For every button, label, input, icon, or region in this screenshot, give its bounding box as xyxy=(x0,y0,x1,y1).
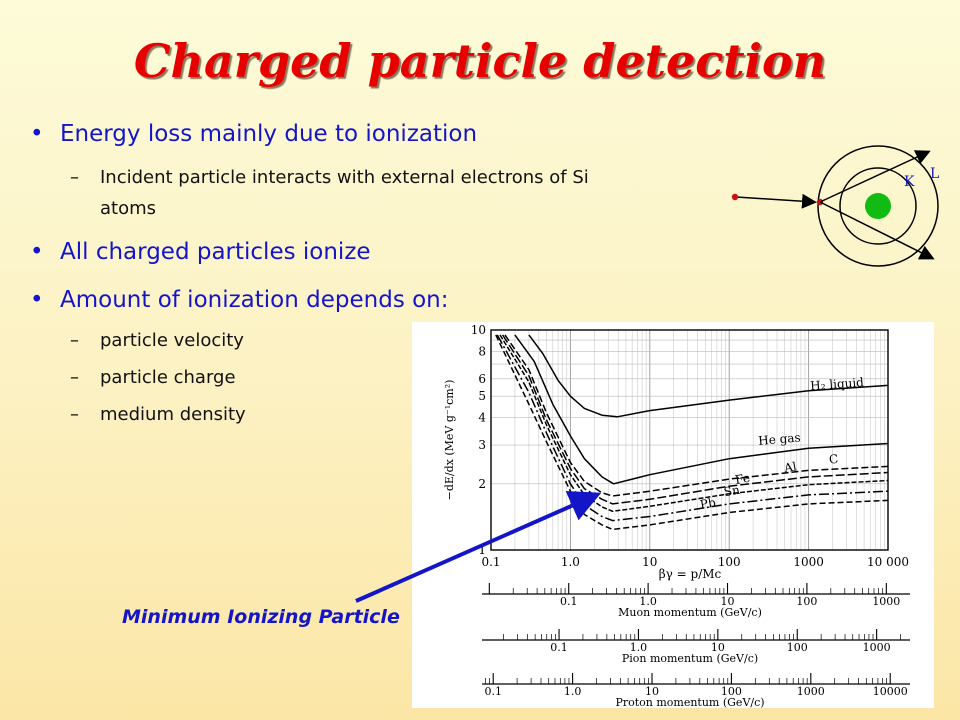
series-label: C xyxy=(828,452,839,467)
sub-bullet-velocity: – particle velocity xyxy=(70,328,244,354)
momentum-tick-label: 10 xyxy=(721,595,735,608)
sub-bullet-text: medium density xyxy=(100,404,246,425)
series-line xyxy=(496,334,889,522)
x-axis-label: βγ = p/Mc xyxy=(659,567,722,581)
momentum-scale-label: Pion momentum (GeV/c) xyxy=(622,652,758,665)
series-label: H₂ liquid xyxy=(810,375,865,393)
sub-bullet-charge: – particle charge xyxy=(70,365,236,391)
momentum-tick-label: 100 xyxy=(721,685,742,698)
y-tick-label: 2 xyxy=(478,477,486,491)
momentum-tick-label: 1.0 xyxy=(630,641,648,654)
momentum-tick-label: 1.0 xyxy=(639,595,657,608)
y-tick-label: 10 xyxy=(471,323,486,337)
incident-particle xyxy=(731,193,739,201)
series-line xyxy=(514,334,889,485)
nucleus xyxy=(865,193,891,219)
bullet-dot: • xyxy=(30,239,44,265)
momentum-tick-label: 1.0 xyxy=(564,685,582,698)
plot-frame xyxy=(490,329,889,551)
ejected-electron-track xyxy=(819,201,935,260)
x-tick-label: 1000 xyxy=(793,555,824,569)
inner-shell xyxy=(839,167,917,245)
x-tick-label: 0.1 xyxy=(481,555,500,569)
series-label: Pb xyxy=(699,495,717,512)
series-label: He gas xyxy=(758,430,801,448)
momentum-tick-label: 1000 xyxy=(797,685,825,698)
incoming-track xyxy=(735,193,817,209)
mip-label: Minimum Ionizing Particle xyxy=(122,606,400,628)
sub-bullet-incident-cont: atoms xyxy=(100,196,156,222)
scattered-track xyxy=(819,150,931,203)
momentum-tick-label: 10 xyxy=(711,641,725,654)
series-line xyxy=(499,334,889,513)
sub-bullet-dash: – xyxy=(70,367,79,388)
momentum-tick-label: 0.1 xyxy=(484,685,502,698)
sub-bullet-text: Incident particle interacts with externa… xyxy=(100,167,589,188)
series-label: Sn xyxy=(723,483,741,500)
bullet-text: Amount of ionization depends on: xyxy=(60,287,449,313)
outer-shell xyxy=(817,145,939,267)
series-label: Fe xyxy=(734,471,751,487)
x-tick-label: 10 000 xyxy=(867,555,909,569)
sub-bullet-text: particle charge xyxy=(100,367,236,388)
atom-diagram: K L xyxy=(731,145,939,267)
momentum-tick-label: 1000 xyxy=(872,595,900,608)
x-tick-label: 10 xyxy=(642,555,657,569)
mip-arrow-line xyxy=(355,491,602,603)
momentum-tick-label: 100 xyxy=(796,595,817,608)
momentum-scale-label: Proton momentum (GeV/c) xyxy=(615,696,764,708)
series-line xyxy=(501,334,889,505)
sub-bullet-text-cont: atoms xyxy=(100,198,157,219)
y-tick-labels: 1 2 3 4 5 6 8 10 xyxy=(471,323,487,557)
label-l: L xyxy=(930,166,939,182)
bullet-all-ionize: • All charged particles ionize xyxy=(30,238,371,266)
bullet-text: All charged particles ionize xyxy=(60,239,371,265)
sub-bullet-dash: – xyxy=(70,404,79,425)
bullet-dot: • xyxy=(30,287,44,313)
dedx-plot: 1 2 3 4 5 6 8 10 0.1 1.0 10 100 1000 10 000 H₂ liqui… xyxy=(412,322,934,708)
series-line xyxy=(495,334,889,531)
y-tick-label: 4 xyxy=(478,411,486,425)
x-tick-label: 1.0 xyxy=(561,555,580,569)
momentum-scales: 0.1 1.0 10 100 1000 Muon momentum (GeV/c) 0.1 1… xyxy=(482,583,910,708)
momentum-scale-label: Muon momentum (GeV/c) xyxy=(618,606,762,619)
bullet-energy-loss: • Energy loss mainly due to ionization xyxy=(30,120,478,148)
sub-bullet-text: particle velocity xyxy=(100,330,244,351)
x-tick-label: 100 xyxy=(718,555,741,569)
x-tick-labels: 0.1 1.0 10 100 1000 10 000 xyxy=(481,555,909,569)
label-k: K xyxy=(904,174,915,190)
momentum-tick-label: 0.1 xyxy=(550,641,568,654)
slide-title: Charged particle detection xyxy=(133,34,827,88)
plot-curves xyxy=(495,334,889,531)
bullet-amount: • Amount of ionization depends on: xyxy=(30,286,449,314)
momentum-tick-label: 100 xyxy=(787,641,808,654)
y-tick-label: 6 xyxy=(478,372,486,386)
sub-bullet-incident: – Incident particle interacts with exter… xyxy=(70,165,589,191)
y-tick-label: 1 xyxy=(478,543,486,557)
series-label: Al xyxy=(782,459,798,475)
momentum-tick-label: 0.1 xyxy=(560,595,578,608)
y-tick-label: 3 xyxy=(478,438,486,452)
momentum-tick-label: 10000 xyxy=(873,685,908,698)
momentum-tick-label: 1000 xyxy=(863,641,891,654)
sub-bullet-dash: – xyxy=(70,330,79,351)
y-axis-label: −dE/dx (MeV g⁻¹cm²) xyxy=(443,380,456,501)
sub-bullet-density: – medium density xyxy=(70,402,246,428)
y-tick-label: 5 xyxy=(478,389,486,403)
series-line xyxy=(504,334,889,497)
series-line xyxy=(528,334,889,418)
y-tick-label: 8 xyxy=(478,344,486,358)
sub-bullet-dash: – xyxy=(70,167,79,188)
bullet-text: Energy loss mainly due to ionization xyxy=(60,121,478,147)
momentum-tick-label: 10 xyxy=(645,685,659,698)
bullet-dot: • xyxy=(30,121,44,147)
